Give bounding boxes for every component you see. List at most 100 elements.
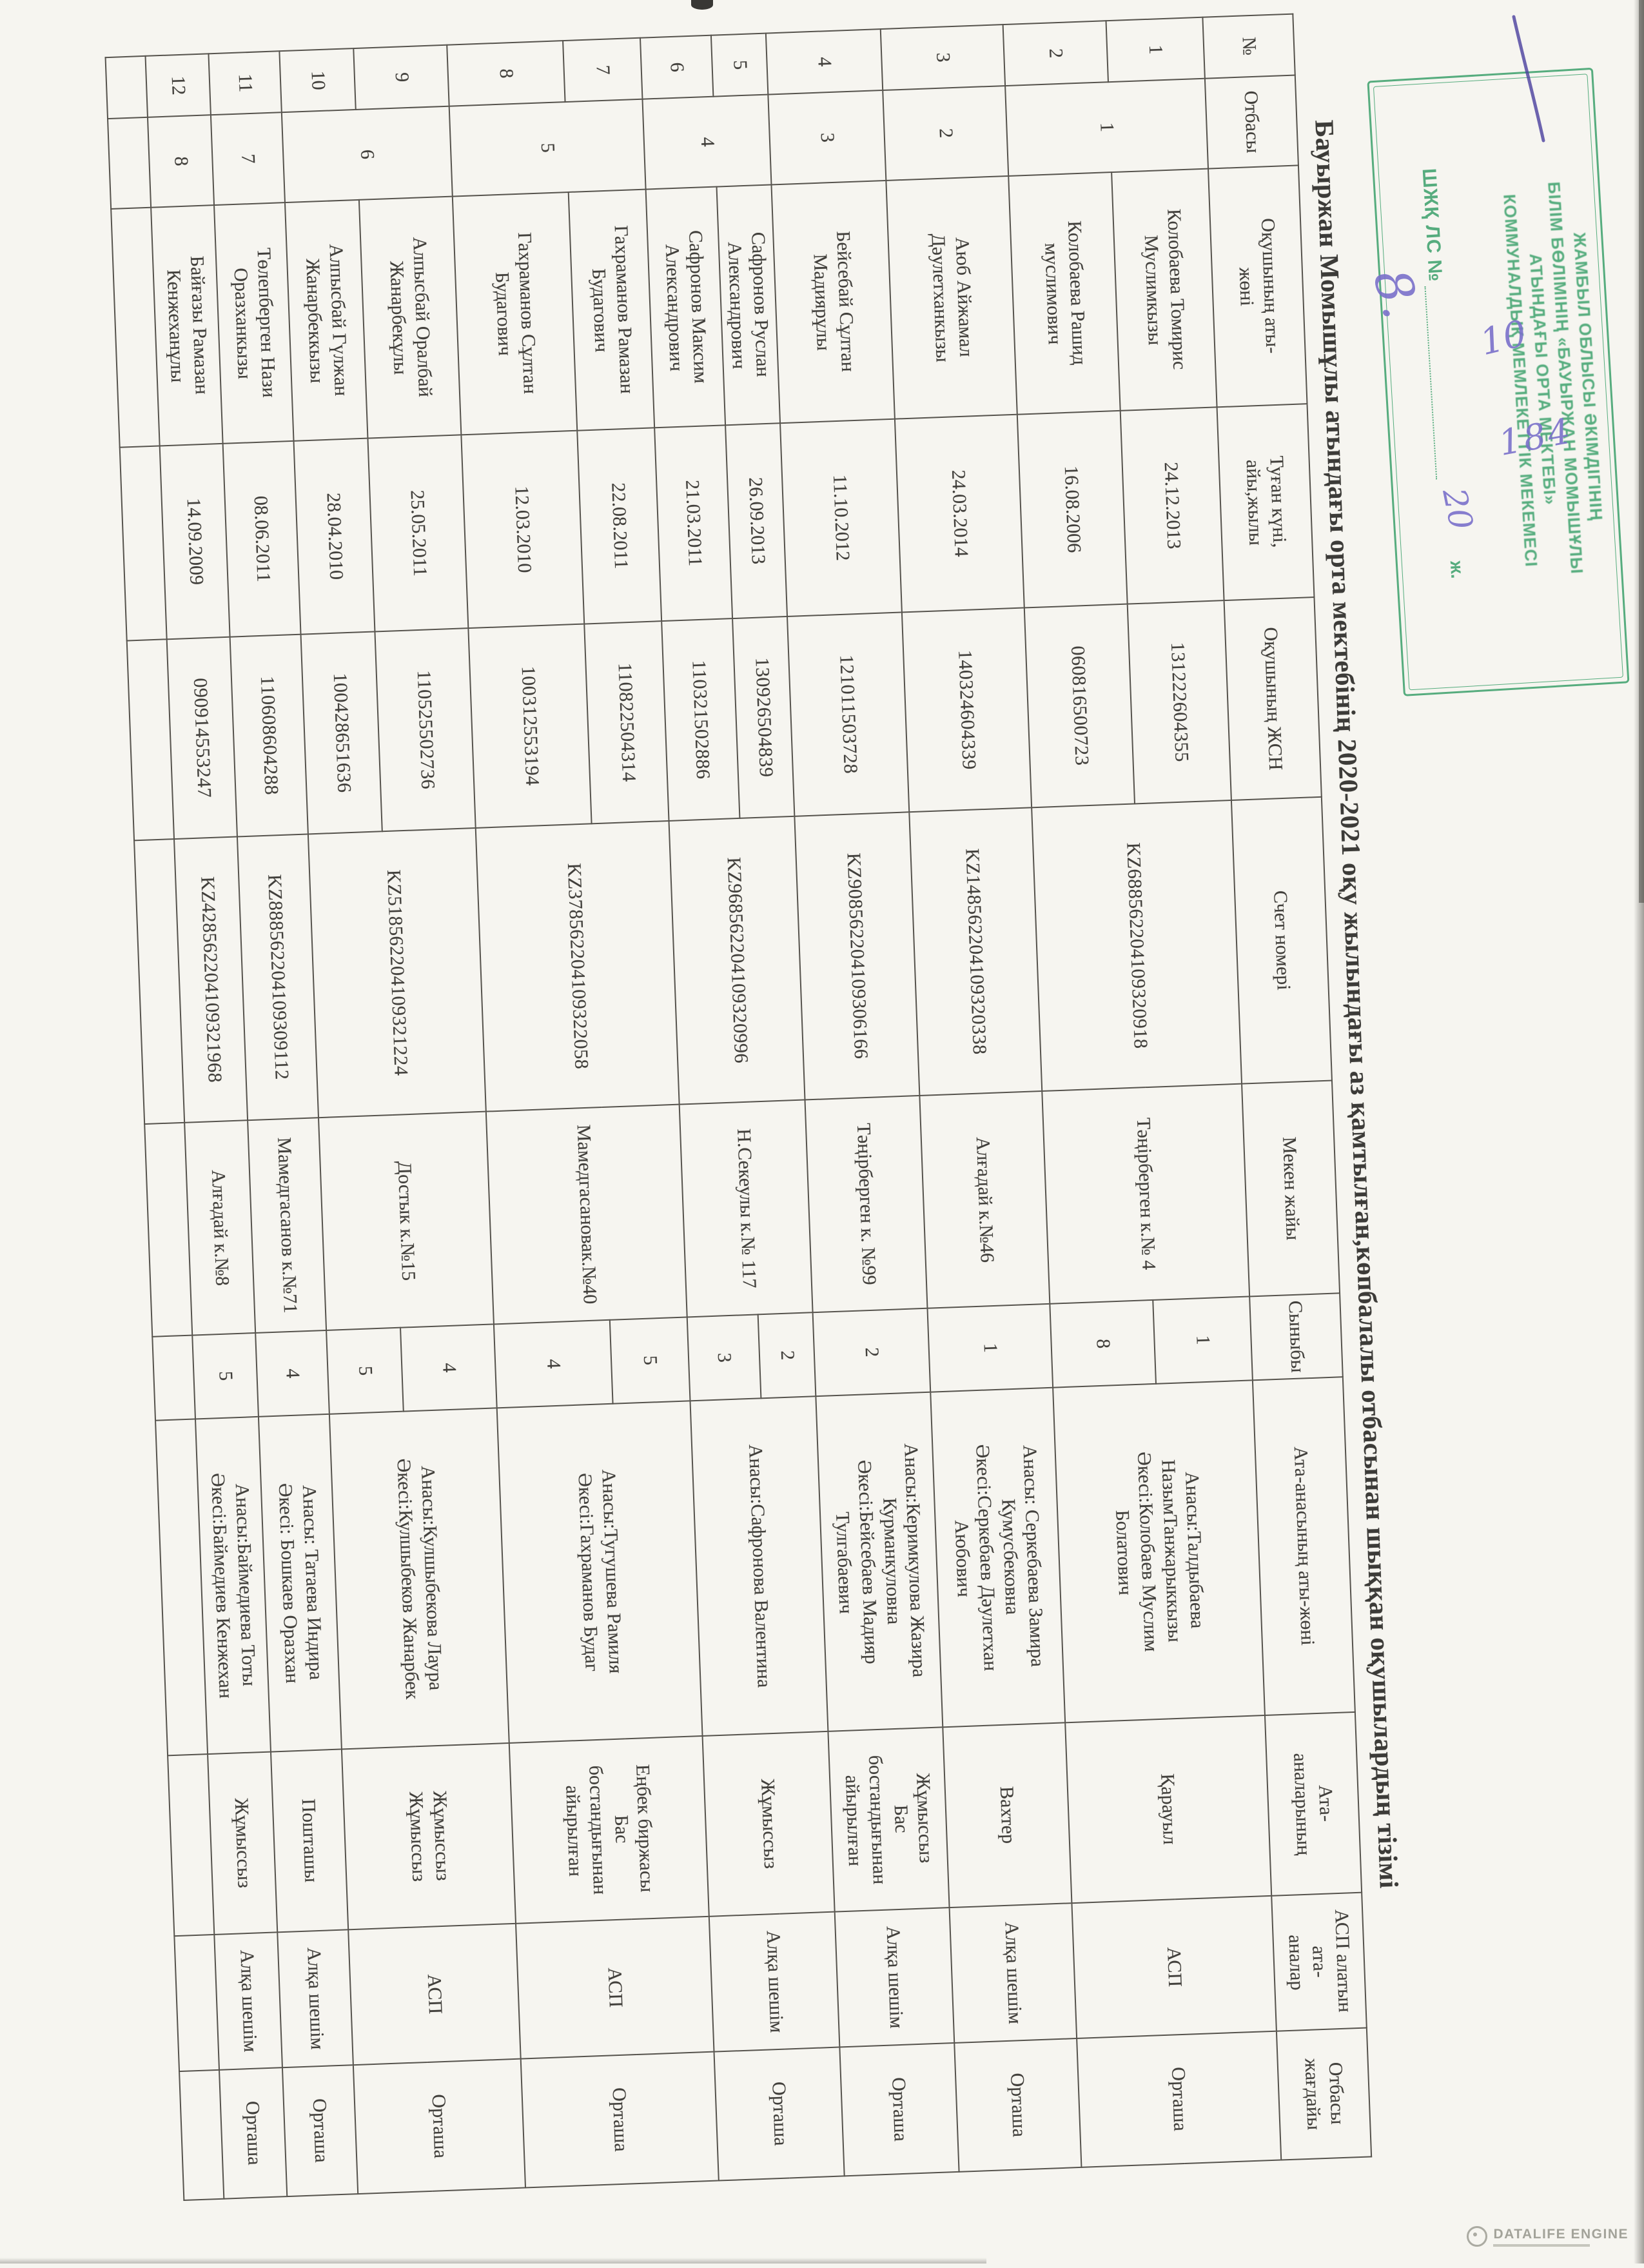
cell-num: 4 bbox=[765, 29, 883, 95]
cell-grade: 5 bbox=[609, 1317, 690, 1404]
pen-slash-mark bbox=[1512, 15, 1545, 143]
header-address: Мекен жайы bbox=[1242, 1080, 1340, 1297]
cell-iin: 110822504314 bbox=[584, 621, 669, 824]
cell-student-name: Алпысбай Оралбай Жанарбекұлы bbox=[358, 196, 462, 439]
cell-parents: Анасы:Баймедиева Тоты Әкесі:Баймедиев Ке… bbox=[195, 1416, 271, 1754]
cell-num: 11 bbox=[208, 51, 282, 115]
header-asp: АСП алатын ата- аналар bbox=[1271, 1892, 1367, 2031]
cell-asp: АСП bbox=[515, 1916, 714, 2059]
cell-asp: Алқа шешім bbox=[834, 1907, 955, 2047]
cell-family-status: Орташа bbox=[1077, 2031, 1282, 2167]
header-family-status: Отбасы жағдайы bbox=[1276, 2027, 1372, 2160]
cell-num: 12 bbox=[145, 54, 211, 117]
cell-parents: Анасы:Керимкулова Жазира Курманкуловна Ә… bbox=[816, 1392, 943, 1731]
cell-asp: Алқа шешім bbox=[277, 1929, 353, 2067]
cell-asp: Алқа шешім bbox=[214, 1932, 282, 2070]
cell-iin: 100312553194 bbox=[468, 624, 592, 828]
cell-num: 9 bbox=[353, 44, 449, 110]
cell-parents: Анасы:Талдыбаева НазымТанжарыккызы Әкесі… bbox=[1053, 1380, 1265, 1723]
cell-address: Тәңірберген к.№ 4 bbox=[1042, 1083, 1250, 1304]
cell-student-name: Аюб Айжамал Дәулетханкызы bbox=[886, 175, 1017, 419]
cell-iin: 110608604288 bbox=[230, 634, 308, 837]
cell-address: Мамедгасанов к.№71 bbox=[248, 1118, 327, 1333]
cell-num: 2 bbox=[1003, 21, 1108, 86]
header-num: № bbox=[1202, 14, 1295, 79]
cell-iin: 121011503728 bbox=[787, 612, 910, 816]
empty-cell bbox=[144, 1122, 193, 1337]
cell-grade: 2 bbox=[758, 1312, 816, 1399]
cell-num: 7 bbox=[563, 37, 643, 103]
cell-birth-date: 22.08.2011 bbox=[577, 428, 662, 624]
cell-birth-date: 28.04.2010 bbox=[293, 438, 375, 635]
cell-num: 5 bbox=[710, 33, 768, 97]
cell-address: Тәңірберген к. №99 bbox=[805, 1095, 928, 1313]
cell-parents: Анасы: Татаева Индира Әкесі: Бошкаев Ора… bbox=[258, 1414, 342, 1752]
cell-birth-date: 21.03.2011 bbox=[654, 425, 733, 622]
empty-cell bbox=[105, 55, 148, 119]
cell-grade: 5 bbox=[192, 1332, 259, 1419]
cell-account: KZ888562204109309112 bbox=[237, 834, 319, 1121]
cell-student-name: Гахраманов Сұлтан Будагович bbox=[452, 192, 578, 435]
cell-parents-job: Қарауыл bbox=[1065, 1715, 1272, 1903]
cell-iin: 090914553247 bbox=[166, 636, 237, 840]
stamp-year-suffix: ж. bbox=[1446, 560, 1468, 580]
watermark-name: DATALIFE ENGINE bbox=[1493, 2226, 1629, 2242]
cell-iin: 060816500723 bbox=[1024, 604, 1135, 808]
cell-grade: 3 bbox=[687, 1314, 761, 1401]
cell-birth-date: 26.09.2013 bbox=[725, 423, 788, 619]
empty-cell bbox=[108, 117, 152, 210]
handwritten-year-20: 20 bbox=[1435, 485, 1480, 533]
cell-account: KZ378562204109322058 bbox=[475, 820, 680, 1112]
header-grade: Сыныбы bbox=[1249, 1293, 1343, 1381]
cell-family-status: Орташа bbox=[839, 2042, 959, 2176]
watermark-subtitle-bar bbox=[1493, 2243, 1590, 2247]
cell-parents: Анасы: Серкебаева Замира Кумусбековна Әк… bbox=[930, 1387, 1066, 1728]
cell-student-name: Гахраманов Рамазан Будагович bbox=[568, 189, 655, 431]
cell-family-status: Орташа bbox=[714, 2047, 845, 2181]
cell-grade: 5 bbox=[326, 1327, 404, 1414]
cell-family-id: 5 bbox=[449, 99, 646, 197]
cell-grade: 4 bbox=[400, 1324, 497, 1412]
cell-parents: Анасы:Кулшыбекова Лаура Әкесі:Кулшыбеков… bbox=[329, 1408, 509, 1750]
cell-grade: 1 bbox=[1153, 1296, 1253, 1384]
cell-grade: 8 bbox=[1050, 1299, 1156, 1388]
empty-cell bbox=[119, 446, 167, 641]
cell-family-id: 3 bbox=[768, 90, 886, 185]
cell-account: KZ908562204109306166 bbox=[794, 812, 920, 1100]
cell-birth-date: 14.09.2009 bbox=[159, 443, 230, 640]
cell-parents: Анасы:Сафронова Валентина bbox=[690, 1395, 828, 1736]
cell-iin: 130926504839 bbox=[732, 616, 795, 818]
cell-num: 6 bbox=[640, 35, 714, 99]
cell-address: Н.Секеулы к.№ 117 bbox=[679, 1099, 813, 1317]
cell-birth-date: 24.12.2013 bbox=[1120, 407, 1224, 604]
cell-grade: 4 bbox=[255, 1330, 329, 1417]
cell-num: 1 bbox=[1106, 17, 1205, 83]
empty-cell bbox=[152, 1335, 195, 1421]
cell-parents-job: Пошташы bbox=[270, 1749, 349, 1933]
cell-birth-date: 25.05.2011 bbox=[367, 435, 469, 632]
cell-account: KZ688562204109320918 bbox=[1032, 800, 1242, 1092]
cell-family-status: Орташа bbox=[520, 2051, 719, 2188]
cell-family-status: Орташа bbox=[219, 2067, 288, 2199]
cell-account: KZ148562204109320338 bbox=[909, 807, 1042, 1096]
datalife-engine-watermark: DATALIFE ENGINE bbox=[1467, 2226, 1629, 2247]
cell-birth-date: 16.08.2006 bbox=[1017, 410, 1128, 608]
watermark-text-block: DATALIFE ENGINE bbox=[1493, 2227, 1629, 2247]
cell-iin: 131222604355 bbox=[1127, 600, 1231, 804]
empty-cell bbox=[168, 1753, 215, 1936]
cell-student-name: Сафронов Максим Александрович bbox=[645, 186, 726, 428]
cell-asp: Алқа шешім bbox=[949, 1902, 1077, 2043]
header-parents: Ата-анасының аты-жөні bbox=[1252, 1377, 1355, 1715]
cell-iin: 110525502736 bbox=[375, 628, 476, 832]
cell-student-name: Колобаева Рашид муслимович bbox=[1008, 172, 1120, 415]
scan-artifact-blob bbox=[691, 0, 713, 10]
scan-edge-dark-strip bbox=[1639, 0, 1644, 903]
header-name: Оқушының аты- жөні bbox=[1208, 165, 1307, 408]
cell-family-id: 6 bbox=[281, 106, 453, 203]
cell-birth-date: 08.06.2011 bbox=[222, 440, 301, 637]
cell-grade: 2 bbox=[812, 1308, 931, 1396]
cell-asp: АСП bbox=[1072, 1895, 1277, 2038]
cell-student-name: Алпысбай Гүлжан Жанарбеккызы bbox=[284, 199, 368, 441]
